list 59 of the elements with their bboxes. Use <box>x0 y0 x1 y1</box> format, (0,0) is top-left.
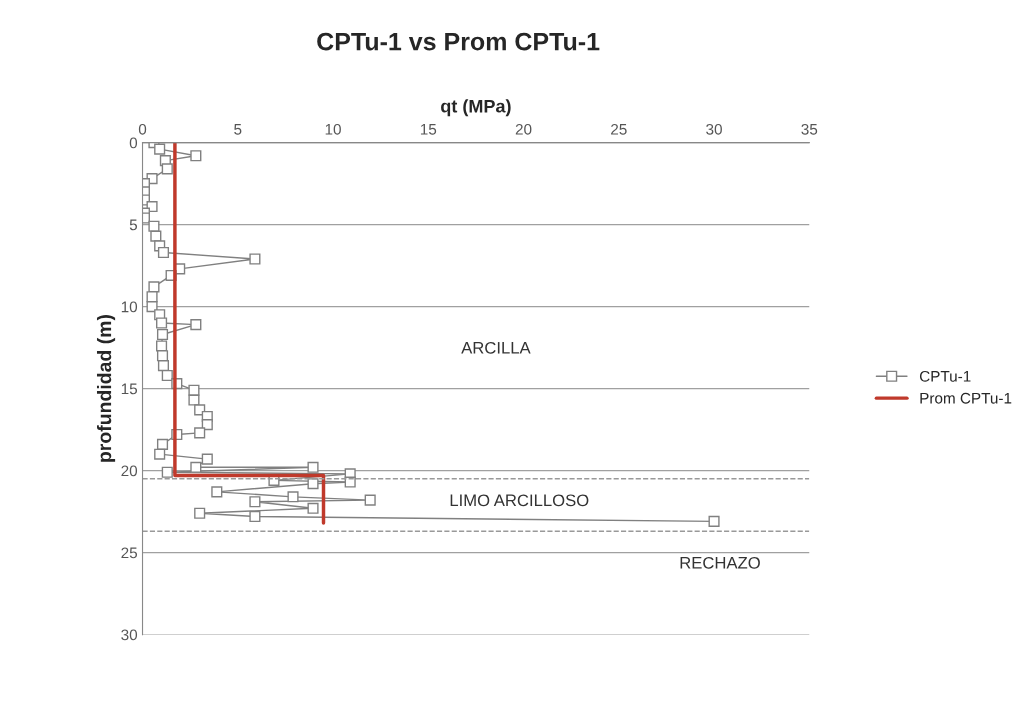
point <box>148 281 160 293</box>
point <box>190 319 202 331</box>
annotation: RECHAZO <box>680 556 760 569</box>
y-tick-label: 30 <box>121 629 138 641</box>
point <box>161 466 173 478</box>
x-tick-label: 10 <box>325 123 341 135</box>
y-tick-label: 20 <box>121 465 138 477</box>
point <box>307 461 319 473</box>
point <box>194 427 206 439</box>
legend-label: CPTu-1 <box>919 370 971 382</box>
x-tick-label: 30 <box>706 123 722 135</box>
point <box>307 478 319 490</box>
annotation: LIMO ARCILLOSO <box>450 494 589 507</box>
point <box>157 360 170 372</box>
point <box>156 317 168 329</box>
point <box>146 301 158 313</box>
y-tick-label: 0 <box>129 137 138 149</box>
x-tick-label: 20 <box>515 123 532 135</box>
point <box>249 510 261 523</box>
point <box>201 453 213 465</box>
y-tick-label: 10 <box>121 301 138 313</box>
point <box>161 163 173 175</box>
point <box>287 491 299 503</box>
x-tick-label: 35 <box>801 123 818 135</box>
point <box>364 494 376 506</box>
point <box>188 384 200 396</box>
x-tick-label: 0 <box>138 123 147 135</box>
point <box>156 328 169 341</box>
point <box>249 253 261 265</box>
point <box>249 496 261 508</box>
x-tick-label: 25 <box>611 123 627 135</box>
point <box>211 486 223 498</box>
point <box>156 350 169 362</box>
point <box>344 476 356 488</box>
point <box>161 369 173 382</box>
legend-label: Prom CPTu-1 <box>920 392 1012 404</box>
x-tick-label: 5 <box>234 124 242 135</box>
chart-title: CPTu-1 vs Prom CPTu-1 <box>317 32 600 51</box>
point <box>156 438 169 450</box>
point <box>194 507 206 519</box>
y-tick-label: 5 <box>129 219 138 231</box>
point <box>708 515 720 527</box>
y-axis-title: profundidad (m) <box>96 315 116 462</box>
x-tick-label: 15 <box>420 124 437 135</box>
annotation: ARCILLA <box>461 341 531 354</box>
point <box>156 340 168 352</box>
point <box>154 448 166 460</box>
point <box>201 419 213 431</box>
point <box>188 394 200 406</box>
point <box>157 246 170 259</box>
point <box>190 461 202 473</box>
y-tick-label: 15 <box>121 383 138 395</box>
point <box>307 502 319 514</box>
point <box>154 143 166 155</box>
y-tick-label: 25 <box>121 547 138 559</box>
x-axis-title: qt (MPa) <box>441 99 511 117</box>
point <box>146 291 158 303</box>
point <box>148 220 160 232</box>
point <box>190 150 202 162</box>
